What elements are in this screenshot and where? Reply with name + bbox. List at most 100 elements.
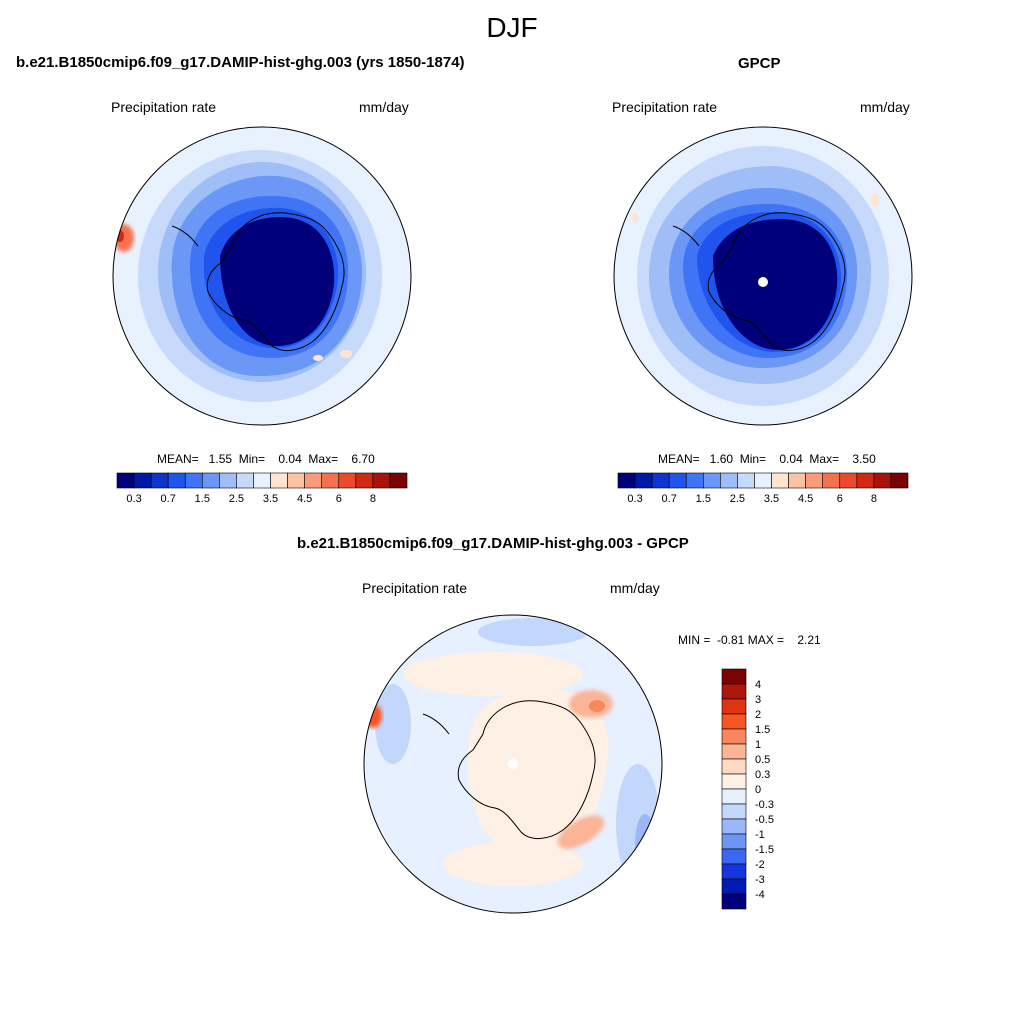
colorbar-observations-swatch <box>839 472 858 489</box>
map-model-pos-patch-2 <box>313 355 323 361</box>
map-diff-south-positive <box>443 842 583 886</box>
colorbar-model-tick-label: 1.5 <box>195 493 210 505</box>
colorbar-model-swatch <box>338 472 357 489</box>
colorbar-difference-tick-label: -4 <box>755 889 765 901</box>
colorbar-model-swatch <box>219 472 237 489</box>
map-obs-coastline <box>672 212 846 351</box>
colorbar-difference-swatch <box>721 728 747 745</box>
colorbar-difference-tick-label: -0.5 <box>755 814 774 826</box>
colorbar-difference-swatch <box>721 863 747 880</box>
map-obs-antarctic-interior <box>713 219 838 351</box>
colorbar-difference-swatch <box>721 743 747 760</box>
colorbar-model-tick-label: 6 <box>336 493 342 505</box>
map-model-antarctic-interior <box>220 217 335 347</box>
colorbar-observations-tick-label: 2.5 <box>730 493 745 505</box>
colorbar-observations-swatch <box>634 472 653 489</box>
colorbar-model-swatch <box>304 472 323 489</box>
panel-2-title: GPCP <box>738 55 781 72</box>
map-diff-coastline <box>422 700 596 839</box>
map-diff-north-negative <box>478 618 588 646</box>
colorbar-model-swatch <box>270 472 288 489</box>
map-diff-coast-high-core <box>589 700 605 712</box>
map-model-coastline <box>171 212 345 351</box>
colorbar-difference-tick-label: 3 <box>755 694 761 706</box>
map-diff-north-positive <box>403 652 583 696</box>
colorbar-observations-tick-label: 6 <box>837 493 843 505</box>
panel-1-units-label: mm/day <box>359 99 409 115</box>
colorbar-model-swatch <box>355 472 374 489</box>
colorbar-difference-swatch <box>721 788 747 805</box>
colorbar-observations: 0.3 0.7 1.5 2.5 3.5 4.5 6 8 <box>617 472 909 505</box>
map-diff-west-negative <box>375 684 411 764</box>
colorbar-model-tick-label: 2.5 <box>229 493 244 505</box>
panel-3-title: b.e21.B1850cmip6.f09_g17.DAMIP-hist-ghg.… <box>297 535 689 552</box>
panel-3-variable-label: Precipitation rate <box>362 580 468 596</box>
colorbar-model-swatch <box>184 472 203 489</box>
colorbar-difference-swatch <box>721 773 747 790</box>
colorbar-difference-tick-label: 2 <box>755 709 761 721</box>
colorbar-difference-swatch <box>721 668 747 685</box>
colorbar-observations-swatch <box>771 472 789 489</box>
colorbar-difference-tick-label: -3 <box>755 874 765 886</box>
colorbar-difference-swatch <box>721 878 747 895</box>
map-difference <box>363 614 663 914</box>
colorbar-observations-tick-label: 0.3 <box>627 493 642 505</box>
panel-2-variable-label: Precipitation rate <box>612 99 718 115</box>
map-obs-pos-patch-1 <box>871 193 879 207</box>
colorbar-difference-swatch <box>721 848 747 865</box>
colorbar-observations-swatch <box>651 472 670 489</box>
colorbar-observations-tick-label: 4.5 <box>798 493 813 505</box>
map-model <box>112 126 412 426</box>
colorbar-difference-tick-label: 0 <box>755 784 761 796</box>
colorbar-observations-swatch <box>702 472 721 489</box>
colorbar-difference-swatch <box>721 758 747 775</box>
panel-1-title: b.e21.B1850cmip6.f09_g17.DAMIP-hist-ghg.… <box>16 54 465 71</box>
panel-1-stats: MEAN= 1.55 Min= 0.04 Max= 6.70 <box>157 452 375 466</box>
colorbar-observations-swatch <box>805 472 824 489</box>
colorbar-difference-tick-label: 0.3 <box>755 769 770 781</box>
colorbar-observations-swatch <box>685 472 704 489</box>
colorbar-model-tick-label: 0.3 <box>126 493 141 505</box>
map-observations <box>613 126 913 426</box>
colorbar-model-swatch <box>167 472 186 489</box>
colorbar-model-swatch <box>372 472 391 489</box>
colorbar-model-swatch <box>253 472 271 489</box>
colorbar-difference-tick-label: 0.5 <box>755 754 770 766</box>
panel-3-units-label: mm/day <box>610 580 660 596</box>
colorbar-observations-tick-label: 0.7 <box>662 493 677 505</box>
map-obs-pos-patch-2 <box>632 213 638 223</box>
colorbar-difference-tick-label: -1.5 <box>755 844 774 856</box>
colorbar-difference-swatch <box>721 683 747 700</box>
colorbar-difference-swatch <box>721 803 747 820</box>
map-diff-peninsula-high <box>364 704 382 728</box>
colorbar-observations-swatch <box>873 472 892 489</box>
colorbar-observations-swatch <box>617 472 636 489</box>
colorbar-difference-tick-label: -0.3 <box>755 799 774 811</box>
colorbar-observations-swatch <box>890 472 909 489</box>
colorbar-model-tick-label: 3.5 <box>263 493 278 505</box>
colorbar-model-swatch <box>116 472 135 489</box>
colorbar-observations-swatch <box>788 472 806 489</box>
colorbar-model-tick-label: 8 <box>370 493 376 505</box>
colorbar-observations-tick-label: 3.5 <box>764 493 779 505</box>
colorbar-model-swatch <box>321 472 340 489</box>
colorbar-difference-swatch <box>721 698 747 715</box>
colorbar-observations-swatch <box>856 472 875 489</box>
colorbar-difference: 4 3 2 1.5 1 0.5 0.3 0 -0.3 -0.5 -1 -1.5 -2 -3 -4 <box>721 668 774 910</box>
colorbar-model-swatch <box>389 472 408 489</box>
panel-3-stats: MIN = -0.81 MAX = 2.21 <box>678 633 821 647</box>
map-diff-positive-region <box>467 689 609 858</box>
colorbar-model-swatch <box>287 472 305 489</box>
colorbar-observations-swatch <box>822 472 841 489</box>
colorbar-difference-tick-label: 4 <box>755 679 761 691</box>
colorbar-difference-tick-label: 1.5 <box>755 724 770 736</box>
colorbar-observations-swatch <box>668 472 687 489</box>
colorbar-observations-swatch <box>754 472 772 489</box>
map-diff-east-negative-core <box>635 814 655 874</box>
map-obs-missing-pole <box>758 277 768 287</box>
colorbar-difference-swatch <box>721 818 747 835</box>
map-diff-southeast-high <box>557 815 605 849</box>
colorbar-difference-tick-label: 1 <box>755 739 761 751</box>
panel-2-stats: MEAN= 1.60 Min= 0.04 Max= 3.50 <box>658 452 876 466</box>
colorbar-difference-swatch <box>721 713 747 730</box>
